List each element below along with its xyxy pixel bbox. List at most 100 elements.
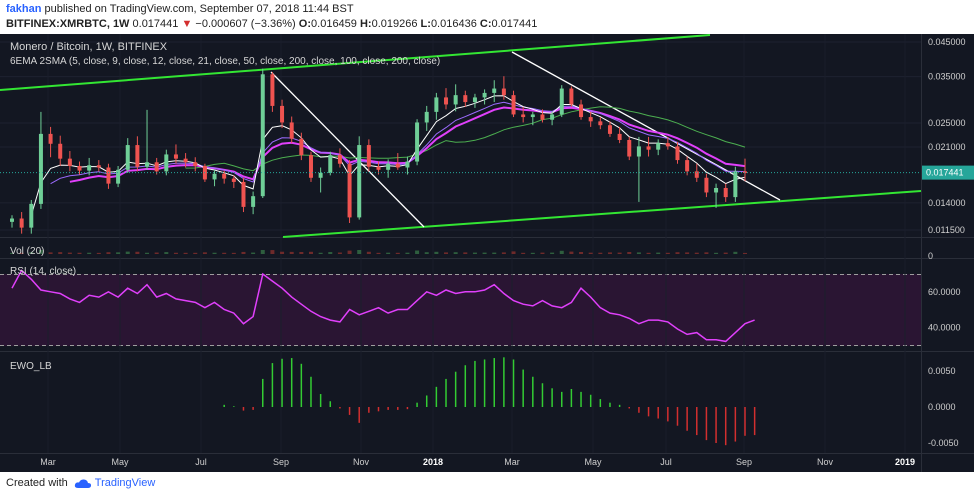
volume-bar [521, 252, 526, 254]
last-price-tag [922, 165, 974, 180]
volume-bar [347, 250, 352, 254]
volume-bar [135, 251, 140, 254]
candle-body [125, 145, 130, 170]
chart-canvas[interactable]: 0.045000 0.035000 0.025000 0.021000 0.014000… [0, 34, 974, 472]
price-tick-label: 0.035000 [928, 72, 966, 82]
ewo-pane [223, 357, 756, 446]
candle-body [145, 162, 150, 167]
candle-body [579, 104, 584, 118]
candle-body [444, 97, 449, 105]
publish-info: published on TradingView.com, September … [44, 3, 354, 15]
volume-bar [328, 252, 333, 254]
volume-bar [607, 252, 612, 254]
volume-bar [154, 252, 159, 254]
lower-channel-line [282, 190, 922, 238]
volume-bar [636, 252, 641, 254]
candle-body [10, 218, 14, 222]
rsi-line [11, 269, 755, 343]
volume-bar [743, 252, 747, 254]
volume-bar [714, 252, 719, 254]
author-link[interactable]: fakhan [6, 3, 42, 15]
candle-body [231, 178, 236, 182]
volume-bar [173, 252, 178, 254]
volume-bar [193, 252, 198, 254]
ewo-tick-label: 0.0000 [928, 402, 956, 412]
volume-bar [453, 252, 458, 254]
candle-body [675, 146, 680, 161]
volume-bar [617, 252, 622, 254]
volume-bar [10, 252, 14, 254]
volume-bar [19, 252, 24, 254]
candle-body [415, 122, 420, 162]
candle-body [19, 218, 24, 228]
time-tick-label: Mar [504, 457, 520, 467]
candle-body [501, 88, 506, 96]
candle-body [434, 97, 439, 112]
volume-bar [270, 250, 275, 254]
price-grid [0, 34, 921, 453]
volume-bar [434, 251, 439, 254]
candle-body [48, 133, 53, 144]
high-label: H: [359, 18, 372, 30]
candle-body [424, 111, 429, 123]
volume-bar [665, 252, 670, 254]
price-pane-title: Monero / Bitcoin, 1W, BITFINEX [10, 41, 168, 53]
candle-body [463, 95, 468, 103]
candle-body [251, 196, 256, 207]
price-tick-label: 0.045000 [928, 37, 966, 47]
tradingview-link[interactable]: TradingView [94, 477, 156, 489]
time-tick-label: Jul [660, 457, 672, 467]
time-tick-label: Sep [273, 457, 289, 467]
candle-body [617, 133, 622, 140]
candle-body [164, 154, 169, 172]
candle-body [607, 125, 612, 134]
volume-bar [395, 252, 400, 254]
candle-body [193, 162, 198, 166]
volume-bar [386, 252, 391, 254]
volume-bar [511, 251, 516, 254]
open-value: 0.016459 [311, 18, 357, 30]
volume-bar [733, 251, 738, 254]
volume-bar [241, 251, 246, 254]
volume-bar [723, 252, 728, 254]
volume-bar [530, 252, 535, 254]
volume-bar [656, 252, 661, 254]
ewo-tick-label: -0.0050 [928, 438, 959, 448]
volume-bar [704, 252, 709, 254]
volume-bar [569, 251, 574, 254]
volume-bar [48, 252, 53, 254]
ewo-tick-label: 0.0050 [928, 366, 956, 376]
price-tick-label: 0.021000 [928, 142, 966, 152]
candle-body [530, 114, 535, 118]
time-tick-label: Jul [195, 457, 207, 467]
volume-bar [308, 251, 313, 254]
high-value: 0.019266 [371, 18, 418, 30]
volume-bar [96, 252, 101, 254]
volume-bar [685, 252, 690, 254]
close-label: C: [479, 18, 492, 30]
volume-bar [415, 250, 420, 254]
candle-body [38, 133, 43, 204]
time-tick-label: Nov [817, 457, 834, 467]
rsi-pane [11, 269, 755, 343]
candle-body [366, 145, 371, 167]
close-value: 0.017441 [491, 18, 538, 30]
volume-bar [87, 252, 92, 254]
candle-body [588, 117, 593, 122]
volume-bar [463, 252, 468, 254]
volume-bar [337, 252, 342, 254]
upper-channel-line [0, 34, 711, 91]
time-tick-label: 2019 [895, 457, 915, 467]
volume-bar [164, 252, 169, 254]
candle-body [511, 95, 516, 115]
ewo-pane-title: EWO_LB [10, 361, 52, 372]
candle-body [241, 181, 246, 207]
candle-body [405, 161, 410, 168]
candle-body [550, 114, 555, 120]
candle-body [636, 146, 641, 157]
volume-bar [501, 252, 506, 254]
volume-bar [424, 252, 429, 254]
volume-pane-title: Vol (20) [10, 246, 44, 257]
volume-bar [694, 252, 699, 254]
low-label: L: [420, 18, 431, 30]
